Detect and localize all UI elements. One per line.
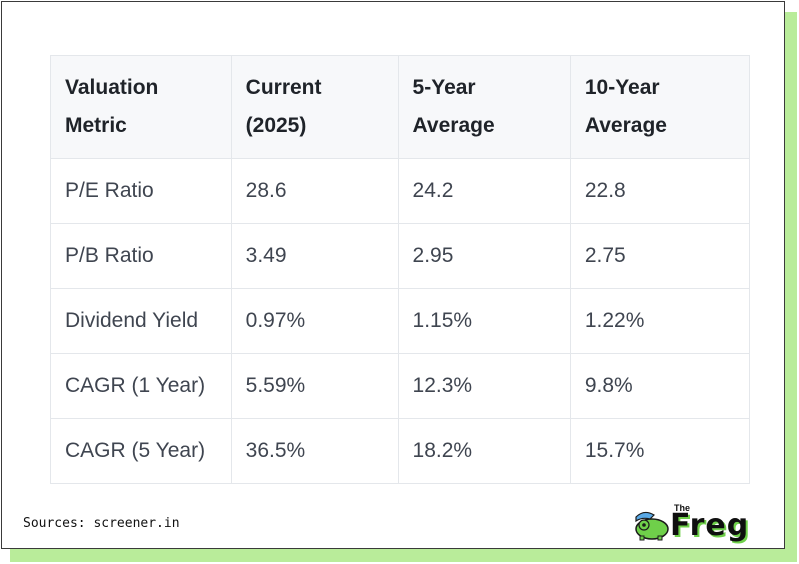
table-cell: CAGR (5 Year) <box>50 418 232 484</box>
table-cell: Dividend Yield <box>50 288 232 354</box>
table-cell: 36.5% <box>230 418 399 484</box>
table-cell: P/E Ratio <box>50 158 232 224</box>
content-card: Valuation Metric Current (2025) 5-Year A… <box>1 1 785 549</box>
logo-wordmark: Freg <box>670 508 750 543</box>
table-cell: 24.2 <box>397 158 571 224</box>
header-line: 10-Year <box>584 76 660 99</box>
table-cell: 1.22% <box>569 288 751 354</box>
table-row: CAGR (1 Year) 5.59% 12.3% 9.8% <box>50 353 751 419</box>
header-line: 5-Year <box>412 76 476 99</box>
header-cell: 10-Year Average <box>569 55 751 159</box>
table-header-row: Valuation Metric Current (2025) 5-Year A… <box>50 55 751 159</box>
header-cell: Current (2025) <box>230 55 399 159</box>
table-cell: 5.59% <box>230 353 399 419</box>
table-cell: 15.7% <box>569 418 751 484</box>
table-cell: 0.97% <box>230 288 399 354</box>
table-cell: 3.49 <box>230 223 399 289</box>
table-cell: 2.75 <box>569 223 751 289</box>
header-line: (2025) <box>245 114 307 137</box>
table-cell: 9.8% <box>569 353 751 419</box>
header-line: Valuation <box>65 76 159 99</box>
header-cell: Valuation Metric <box>50 55 232 159</box>
valuation-table: Valuation Metric Current (2025) 5-Year A… <box>50 55 751 484</box>
freg-logo: The Freg <box>630 503 770 547</box>
table-cell: 12.3% <box>397 353 571 419</box>
table-row: Dividend Yield 0.97% 1.15% 1.22% <box>50 288 751 354</box>
frog-mascot-icon <box>635 511 669 541</box>
table-cell: P/B Ratio <box>50 223 232 289</box>
table-cell: 2.95 <box>397 223 571 289</box>
header-cell: 5-Year Average <box>397 55 571 159</box>
logo-the-text: The <box>674 503 691 513</box>
table-row: P/B Ratio 3.49 2.95 2.75 <box>50 223 751 289</box>
header-line: Average <box>584 114 667 137</box>
header-line: Current <box>245 76 322 99</box>
table-cell: 22.8 <box>569 158 751 224</box>
table-cell: CAGR (1 Year) <box>50 353 232 419</box>
header-line: Average <box>412 114 495 137</box>
table-cell: 1.15% <box>397 288 571 354</box>
table-row: CAGR (5 Year) 36.5% 18.2% 15.7% <box>50 418 751 484</box>
table-cell: 28.6 <box>230 158 399 224</box>
sources-caption: Sources: screener.in <box>23 516 180 531</box>
table-row: P/E Ratio 28.6 24.2 22.8 <box>50 158 751 224</box>
header-line: Metric <box>65 114 127 137</box>
table-cell: 18.2% <box>397 418 571 484</box>
